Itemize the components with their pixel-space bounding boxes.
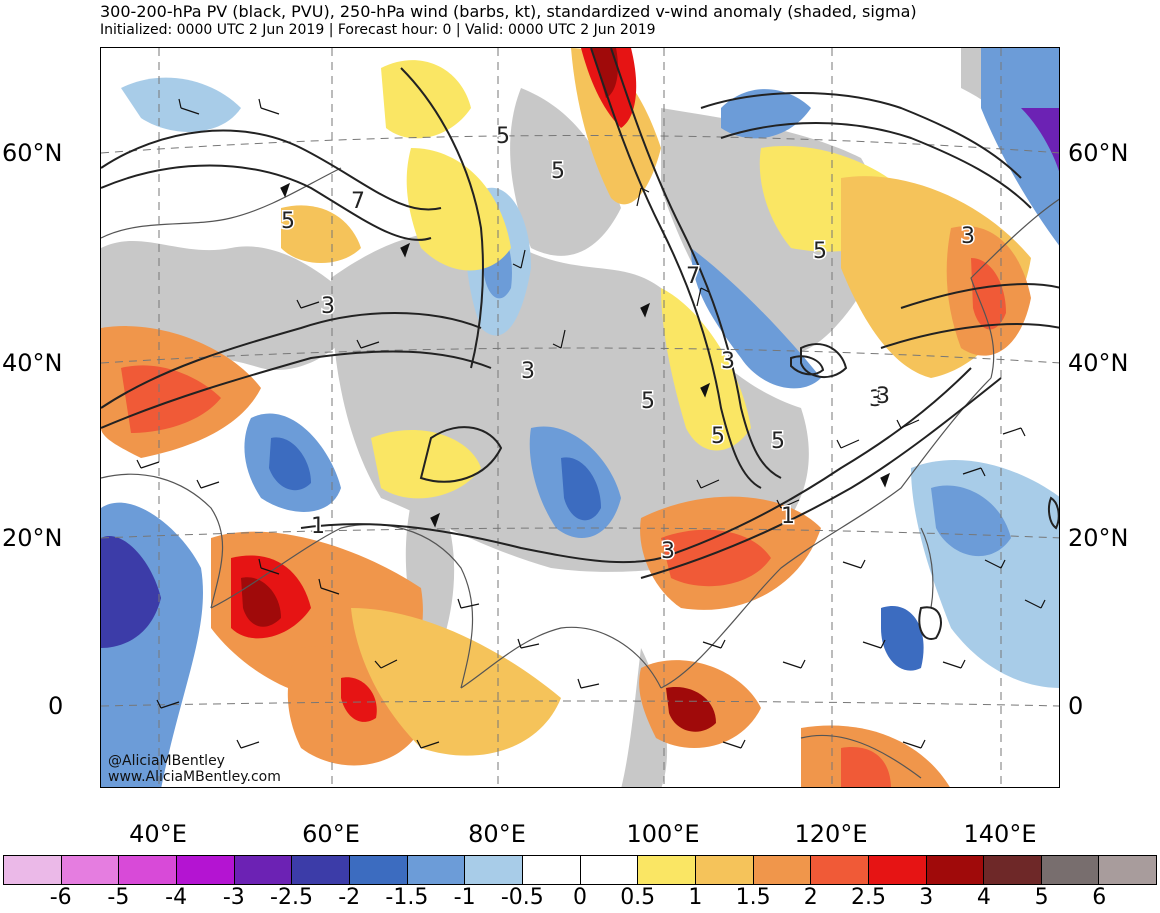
- colorbar-label: 2.5: [851, 885, 886, 910]
- colorbar-label: 4: [976, 885, 991, 910]
- gray-pv-region: [101, 48, 1059, 787]
- colorbar-label: 5: [1034, 885, 1049, 910]
- colorbar-label: -2.5: [270, 885, 313, 910]
- colorbar-swatch: [61, 856, 120, 884]
- colorbar-swatch: [119, 856, 177, 884]
- contour-label: 3: [321, 294, 335, 319]
- lat-label-right: 0: [1068, 692, 1084, 720]
- contour-label: 5: [771, 429, 785, 454]
- lon-label: 60°E: [302, 820, 360, 848]
- credit-url: www.AliciaMBentley.com: [108, 769, 281, 785]
- colorbar-swatch: [984, 856, 1042, 884]
- figure-subtitle: Initialized: 0000 UTC 2 Jun 2019 | Forec…: [100, 22, 656, 38]
- colorbar-swatch: [811, 856, 869, 884]
- colorbar-swatch: [407, 856, 466, 884]
- contour-label: 5: [813, 239, 827, 264]
- coastlines: [101, 167, 1059, 779]
- colorbar-swatch: [926, 856, 985, 884]
- colorbar-swatch: [695, 856, 754, 884]
- pv-contours: [101, 48, 1059, 640]
- credit-handle: @AliciaMBentley: [108, 753, 225, 769]
- lon-label: 140°E: [963, 820, 1037, 848]
- contour-label: 7: [686, 264, 700, 289]
- lon-label: 100°E: [626, 820, 700, 848]
- contour-label: 5: [551, 159, 565, 184]
- contour-label: 3: [521, 359, 535, 384]
- contour-label: 5: [641, 389, 655, 414]
- contour-label: 3: [869, 387, 883, 412]
- lon-label: 120°E: [794, 820, 868, 848]
- colorbar-label: -3: [222, 885, 245, 910]
- colorbar-label: -1: [453, 885, 476, 910]
- contour-label: 3: [661, 539, 675, 564]
- colorbar-swatch: [292, 856, 350, 884]
- author-credit: @AliciaMBentley www.AliciaMBentley.com: [108, 753, 281, 785]
- positive-anomaly-regions: [101, 48, 1031, 787]
- lat-label-left: 40°N: [2, 349, 63, 377]
- colorbar-swatch: [234, 856, 293, 884]
- colorbar: [3, 855, 1157, 885]
- lat-label-left: 20°N: [2, 524, 63, 552]
- colorbar-swatch: [1041, 856, 1100, 884]
- colorbar-label: -1.5: [385, 885, 429, 910]
- figure-title: 300-200-hPa PV (black, PVU), 250-hPa win…: [100, 2, 917, 21]
- contour-label: 3: [721, 349, 735, 374]
- colorbar-label: -5: [107, 885, 130, 910]
- contour-labels: 5 7 3 5 5 3 7 3 5 5 3 5 3 1 3 1 3 5: [280, 123, 977, 566]
- colorbar-label: -2: [338, 885, 361, 910]
- colorbar-label: -0.5: [500, 885, 544, 910]
- colorbar-swatch: [580, 856, 639, 884]
- graticule: [101, 48, 1059, 787]
- colorbar-swatch: [868, 856, 927, 884]
- lon-label: 80°E: [468, 820, 526, 848]
- colorbar-label: 0.5: [620, 885, 656, 910]
- lat-label-left: 0: [48, 692, 64, 720]
- colorbar-label: 1: [688, 885, 703, 910]
- colorbar-label: 6: [1092, 885, 1107, 910]
- contour-label: 3: [876, 384, 890, 409]
- lat-label-right: 60°N: [1068, 139, 1129, 167]
- colorbar-swatch: [522, 856, 581, 884]
- colorbar-swatch: [638, 856, 696, 884]
- colorbar-swatch: [465, 856, 523, 884]
- colorbar-label: -4: [165, 885, 188, 910]
- lon-label: 40°E: [129, 820, 187, 848]
- contour-label: 5: [496, 124, 510, 149]
- colorbar-swatch: [4, 856, 62, 884]
- colorbar-label: 2: [803, 885, 818, 910]
- contour-label: 3: [961, 224, 975, 249]
- contour-label: 1: [311, 514, 325, 539]
- map-canvas: 5 7 3 5 5 3 7 3 5 5 3 5 3 1 3 1 3 5: [101, 48, 1059, 787]
- contour-label: 1: [781, 504, 795, 529]
- colorbar-label: 3: [919, 885, 934, 910]
- colorbar-swatch: [176, 856, 235, 884]
- lat-label-right: 20°N: [1068, 524, 1129, 552]
- contour-label: 5: [281, 209, 295, 234]
- map-panel: 5 7 3 5 5 3 7 3 5 5 3 5 3 1 3 1 3 5: [100, 47, 1060, 788]
- contour-label: 5: [711, 424, 725, 449]
- colorbar-swatch: [1099, 856, 1157, 884]
- contour-label: 7: [351, 189, 365, 214]
- colorbar-swatch: [753, 856, 812, 884]
- lat-label-right: 40°N: [1068, 349, 1129, 377]
- colorbar-label: -6: [49, 885, 72, 910]
- wind-barbs: [136, 98, 1046, 749]
- colorbar-swatch: [349, 856, 408, 884]
- lat-label-left: 60°N: [2, 139, 63, 167]
- colorbar-label: 1.5: [735, 885, 771, 910]
- colorbar-label: 0: [573, 885, 587, 910]
